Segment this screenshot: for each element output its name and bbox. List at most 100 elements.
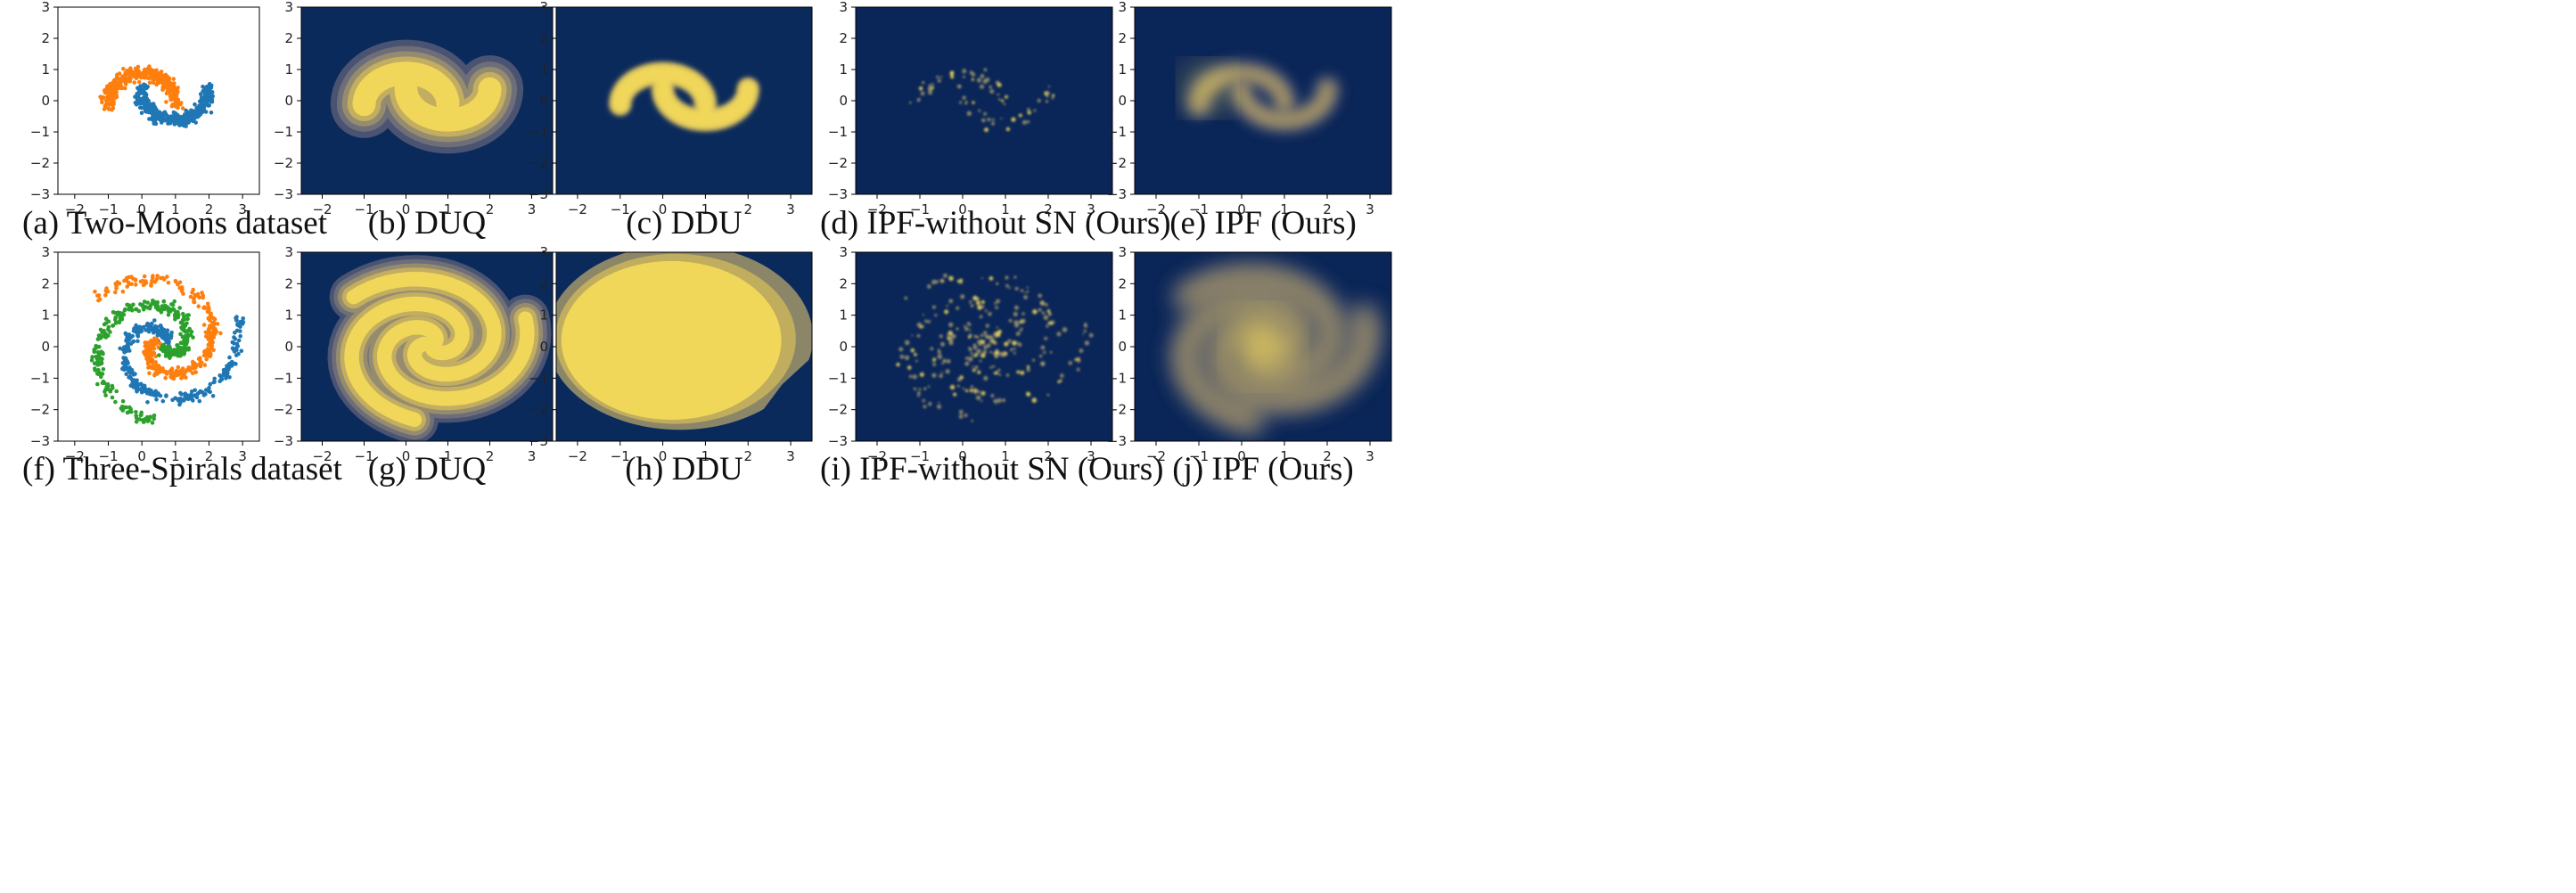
y-tick-label: 3 (1118, 244, 1127, 260)
x-tick-label: 3 (1087, 201, 1095, 217)
y-tick-label: 2 (839, 30, 848, 46)
panel-caption: (i) IPF-without SN (Ours) (820, 451, 1164, 487)
panel-caption: (g) DUQ (367, 451, 487, 487)
y-tick-label: −3 (274, 186, 293, 202)
y-tick-label: 0 (539, 93, 548, 109)
y-tick-label: −1 (828, 370, 848, 386)
y-tick-label: −3 (1107, 433, 1127, 449)
x-tick-label: 0 (659, 201, 668, 217)
y-tick-label: −1 (274, 370, 293, 386)
y-tick-label: 0 (41, 339, 50, 355)
heatmap-density (330, 39, 524, 154)
y-tick-label: 0 (1118, 93, 1127, 109)
x-tick-label: −1 (910, 201, 930, 217)
y-tick-label: 2 (41, 275, 50, 291)
x-tick-label: −1 (611, 448, 630, 464)
y-tick-label: 0 (839, 339, 848, 355)
x-tick-label: −1 (611, 201, 630, 217)
x-tick-label: −2 (1146, 448, 1166, 464)
y-tick-label: 2 (539, 275, 548, 291)
x-tick-label: 1 (171, 448, 180, 464)
x-tick-label: 3 (1366, 201, 1374, 217)
x-tick-label: −1 (354, 448, 373, 464)
y-tick-label: −2 (529, 155, 548, 171)
x-tick-label: 3 (1366, 448, 1374, 464)
x-tick-label: 1 (1001, 201, 1010, 217)
x-tick-label: −2 (65, 448, 85, 464)
heatmap-density (909, 68, 1055, 133)
y-tick-label: −3 (828, 186, 848, 202)
heatmap-density (327, 255, 552, 441)
x-tick-label: 2 (205, 201, 214, 217)
x-tick-label: 1 (171, 201, 180, 217)
x-tick-label: −2 (568, 201, 587, 217)
y-tick-label: −3 (30, 433, 50, 449)
x-tick-label: −1 (354, 201, 373, 217)
y-tick-label: 3 (284, 244, 293, 260)
x-tick-label: −1 (98, 448, 118, 464)
x-tick-label: 1 (444, 448, 453, 464)
y-tick-label: −2 (529, 402, 548, 418)
x-tick-label: 2 (1044, 201, 1053, 217)
x-tick-label: −1 (98, 201, 118, 217)
y-tick-label: 2 (284, 30, 293, 46)
x-tick-label: 2 (1323, 448, 1332, 464)
x-tick-label: 1 (701, 448, 710, 464)
x-tick-label: −2 (568, 448, 587, 464)
y-tick-label: −1 (828, 124, 848, 140)
panel-caption: (h) DDU (625, 451, 743, 487)
y-tick-label: 1 (284, 307, 293, 324)
y-tick-label: −3 (529, 186, 548, 202)
y-tick-label: −1 (1107, 124, 1127, 140)
x-tick-label: 2 (486, 448, 495, 464)
spiral-points-green (89, 299, 195, 425)
x-tick-label: 2 (1323, 201, 1332, 217)
x-tick-label: 0 (402, 448, 411, 464)
speckle-points (909, 68, 1055, 133)
x-tick-label: 2 (743, 448, 752, 464)
x-tick-label: 2 (205, 448, 214, 464)
y-tick-label: 1 (41, 61, 50, 78)
y-tick-label: −1 (30, 370, 50, 386)
y-tick-label: −1 (529, 370, 548, 386)
panel-caption: (e) IPF (Ours) (1169, 205, 1357, 242)
speckle-points (896, 273, 1094, 422)
x-tick-label: 3 (786, 201, 795, 217)
y-tick-label: −2 (274, 402, 293, 418)
y-tick-label: 1 (539, 307, 548, 324)
x-tick-label: 0 (958, 448, 967, 464)
y-tick-label: −3 (274, 433, 293, 449)
x-tick-label: 2 (743, 201, 752, 217)
x-tick-label: 2 (1044, 448, 1053, 464)
panel-caption: (f) Three-Spirals dataset (22, 451, 342, 487)
panel-3: −2 −1 0 1 2 3 −3 −2 −1 0 1 2 3 (828, 0, 1113, 217)
y-tick-label: −2 (828, 155, 848, 171)
y-tick-label: −1 (274, 124, 293, 140)
x-tick-label: −2 (312, 201, 332, 217)
heatmap-density (1168, 260, 1384, 438)
y-tick-label: 3 (839, 0, 848, 15)
heatmap-density (896, 273, 1094, 422)
y-tick-label: 3 (1118, 0, 1127, 15)
y-tick-label: −2 (1107, 155, 1127, 171)
heatmap-background (856, 7, 1112, 194)
x-tick-label: −2 (312, 448, 332, 464)
y-tick-label: 1 (1118, 61, 1127, 78)
panel-caption: (d) IPF-without SN (Ours) (820, 205, 1171, 242)
x-tick-label: 0 (958, 201, 967, 217)
x-tick-label: 1 (444, 201, 453, 217)
y-tick-label: 0 (1118, 339, 1127, 355)
x-tick-label: 3 (786, 448, 795, 464)
x-tick-label: −1 (1189, 448, 1209, 464)
x-tick-label: 3 (1087, 448, 1095, 464)
panel-caption: (a) Two-Moons dataset (22, 205, 327, 242)
y-tick-label: −1 (529, 124, 548, 140)
x-tick-label: 3 (238, 448, 247, 464)
y-tick-label: −2 (30, 155, 50, 171)
heatmap-density (1183, 57, 1343, 136)
x-tick-label: 3 (528, 448, 537, 464)
y-tick-label: 2 (1118, 30, 1127, 46)
ddu-blob (556, 252, 812, 441)
